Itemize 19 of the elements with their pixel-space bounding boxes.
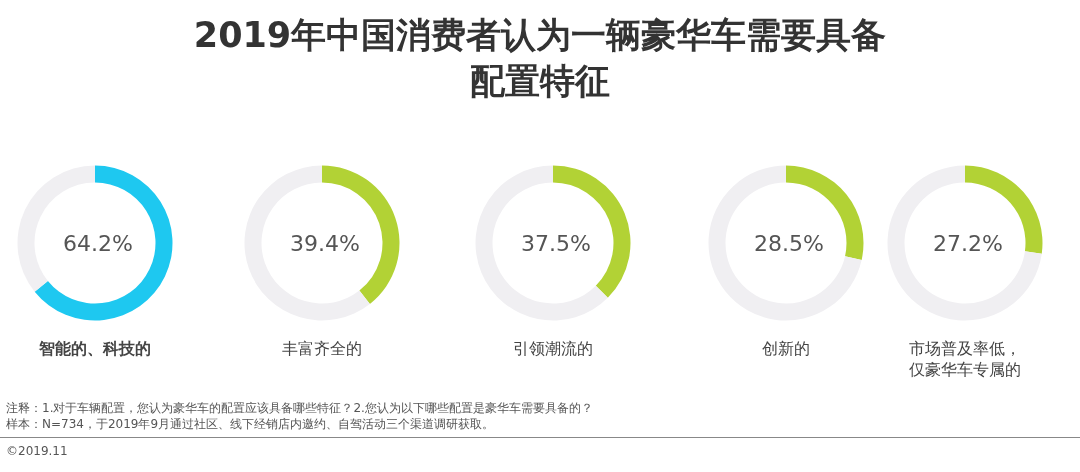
text: 智能的、科技的: [38, 338, 152, 359]
data-label: 37.5%: [521, 231, 591, 256]
data-label: 64.2%: [63, 231, 133, 256]
text: 丰富齐全的: [281, 338, 363, 359]
donut-slice: [244, 165, 370, 321]
data-label: 39.4%: [290, 231, 360, 256]
chart-title: 2019年中国消费者认为一辆豪华车需要具备配置特征: [192, 14, 888, 103]
donut-slice: [34, 165, 173, 321]
donut-slice: [887, 165, 1042, 321]
text: 创新的: [761, 338, 811, 359]
text: 样本：N=734，于2019年9月通过社区、线下经销店内邀约、自驾活动三个渠道调研获取。: [6, 416, 495, 433]
data-label: 27.2%: [933, 231, 1003, 256]
text: ©2019.11: [6, 444, 68, 458]
text: 引领潮流的: [512, 338, 594, 359]
text: 注释：1.对于车辆配置，您认为豪华车的配置应该具备哪些特征？2.您认为以下哪些配置是豪华车需要具备的？: [6, 400, 593, 417]
donut-slice: [708, 165, 862, 321]
data-label: 28.5%: [754, 231, 824, 256]
donut-slice: [475, 165, 608, 321]
text: 市场普及率低，仅豪华车专属的: [908, 338, 1022, 380]
